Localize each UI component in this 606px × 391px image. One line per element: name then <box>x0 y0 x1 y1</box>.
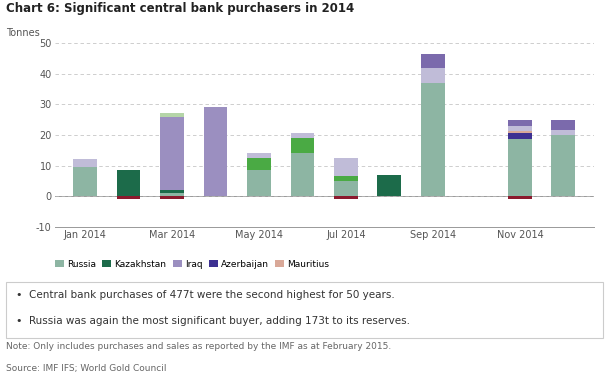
Bar <box>508 120 532 126</box>
Bar <box>160 193 184 196</box>
Text: Chart 6: Significant central bank purchasers in 2014: Chart 6: Significant central bank purcha… <box>6 2 355 15</box>
Text: Tonnes: Tonnes <box>6 28 40 38</box>
Bar <box>508 140 532 196</box>
Bar <box>290 133 315 138</box>
Bar <box>247 170 271 196</box>
Bar <box>334 176 358 181</box>
Bar <box>551 120 575 130</box>
Legend: Tajikistan, Philippines, Jordan, Serbia, Nepal: Tajikistan, Philippines, Jordan, Serbia,… <box>55 282 316 291</box>
Bar <box>160 190 184 193</box>
Bar <box>247 153 271 158</box>
Bar <box>334 181 358 196</box>
Bar <box>160 196 184 199</box>
Text: Central bank purchases of 477t were the second highest for 50 years.: Central bank purchases of 477t were the … <box>29 290 395 300</box>
Bar <box>551 135 575 196</box>
Bar <box>334 196 358 199</box>
Bar <box>290 153 315 196</box>
Bar <box>73 160 97 167</box>
Bar <box>334 158 358 176</box>
Bar <box>421 54 445 68</box>
Bar <box>508 126 532 131</box>
Bar <box>290 138 315 153</box>
Bar <box>508 196 532 199</box>
Bar <box>247 158 271 170</box>
Text: •: • <box>15 316 22 326</box>
Bar <box>421 68 445 83</box>
Text: •: • <box>15 290 22 300</box>
Bar <box>160 117 184 190</box>
Bar <box>508 131 532 133</box>
Bar <box>73 167 97 196</box>
Bar <box>116 196 141 199</box>
Text: Note: Only includes purchases and sales as reported by the IMF as at February 20: Note: Only includes purchases and sales … <box>6 342 391 351</box>
Bar <box>378 175 401 196</box>
Bar <box>551 130 575 135</box>
Text: Russia was again the most significant buyer, adding 173t to its reserves.: Russia was again the most significant bu… <box>29 316 410 326</box>
Bar <box>160 113 184 117</box>
Bar <box>204 108 227 196</box>
Bar <box>421 83 445 196</box>
Bar <box>116 170 141 196</box>
Text: Source: IMF IFS; World Gold Council: Source: IMF IFS; World Gold Council <box>6 364 167 373</box>
Bar <box>508 133 532 140</box>
